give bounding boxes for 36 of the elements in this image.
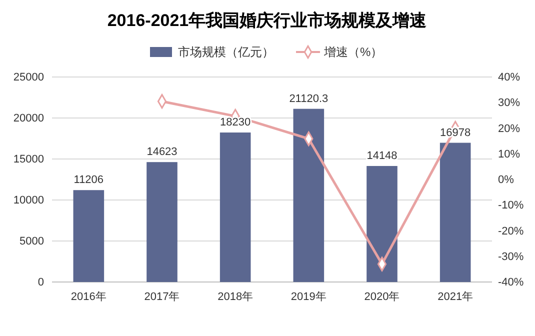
y2-tick-label: 20% (498, 122, 520, 135)
bar (366, 166, 398, 282)
x-tick-label: 2017年 (144, 290, 180, 303)
bar (73, 190, 104, 282)
y2-tick-label: -40% (498, 276, 524, 289)
legend-label: 市场规模（亿元） (178, 45, 274, 59)
data-label: 21120.3 (289, 92, 328, 105)
x-tick-label: 2021年 (438, 290, 474, 303)
y-tick-label: 20000 (13, 112, 44, 125)
data-label: 14623 (146, 146, 178, 158)
x-tick-label: 2020年 (364, 290, 400, 303)
y2-tick-label: -10% (498, 200, 524, 212)
bar (220, 132, 251, 282)
legend-label: 增速（%） (323, 45, 383, 59)
y2-tick-label: 40% (498, 72, 520, 84)
bar (146, 162, 178, 282)
y2-tick-label: -20% (498, 225, 524, 238)
y-tick-label: 25000 (13, 72, 44, 84)
y-tick-label: 5000 (20, 236, 44, 248)
y-tick-label: 10000 (13, 194, 44, 207)
data-label: 16978 (440, 126, 471, 139)
data-label: 18230 (220, 116, 251, 129)
bar (293, 108, 324, 282)
chart-title: 2016-2021年我国婚庆行业市场规模及增速 (107, 11, 427, 30)
x-tick-label: 2019年 (290, 290, 326, 303)
x-tick-label: 2018年 (218, 290, 254, 303)
x-tick-label: 2016年 (70, 290, 106, 303)
y2-tick-label: 10% (498, 148, 520, 160)
y-tick-label: 15000 (13, 154, 44, 166)
y2-tick-label: 0% (498, 174, 514, 186)
y2-tick-label: -30% (498, 250, 524, 263)
data-label: 11206 (74, 174, 104, 186)
y-tick-label: 0 (38, 276, 44, 289)
bar (440, 142, 471, 282)
data-label: 14148 (366, 150, 398, 162)
y2-tick-label: 30% (498, 97, 520, 110)
